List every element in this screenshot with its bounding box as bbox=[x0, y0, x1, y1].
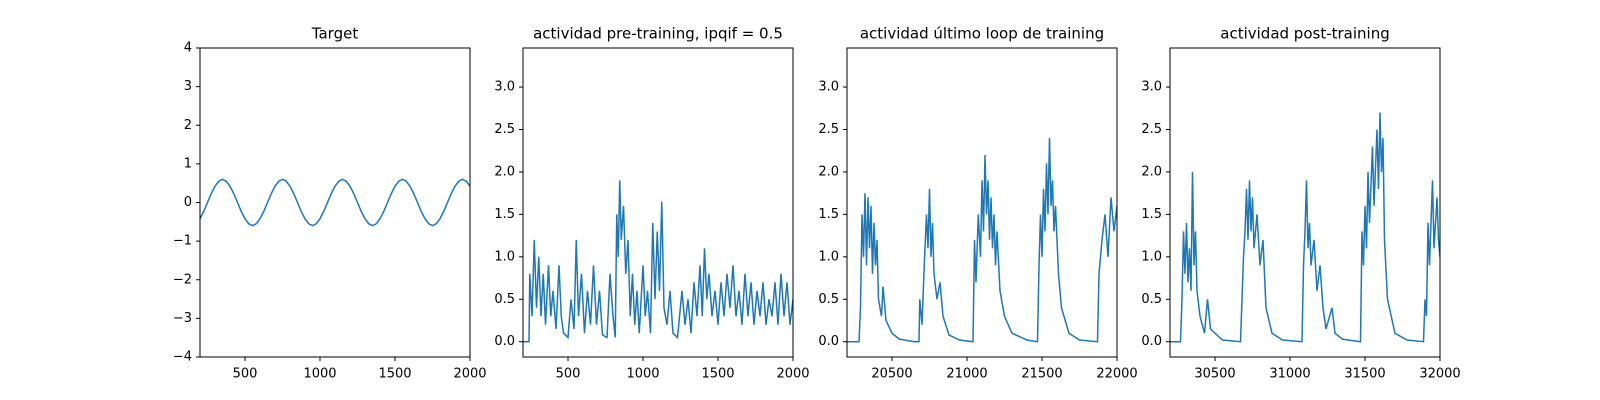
x-tick-label: 31500 bbox=[1344, 367, 1385, 382]
y-tick-label: −2 bbox=[173, 272, 192, 287]
x-tick-label: 20500 bbox=[871, 367, 912, 382]
y-tick-label: 2.0 bbox=[1141, 164, 1162, 179]
x-tick-label: 1500 bbox=[378, 367, 411, 382]
y-tick-label: 1.0 bbox=[494, 249, 515, 264]
y-tick-label: 1.5 bbox=[818, 207, 839, 222]
y-tick-label: 0.5 bbox=[1141, 292, 1162, 307]
data-line bbox=[523, 180, 793, 343]
y-tick-label: 2.5 bbox=[1141, 122, 1162, 137]
x-tick-label: 22000 bbox=[1096, 367, 1137, 382]
y-tick-label: 4 bbox=[184, 41, 192, 56]
y-tick-label: 1.5 bbox=[494, 207, 515, 222]
y-tick-label: 3.0 bbox=[1141, 80, 1162, 95]
y-tick-label: 1 bbox=[184, 156, 192, 171]
chart-title: actividad pre-training, ipqif = 0.5 bbox=[533, 25, 783, 43]
data-line bbox=[200, 178, 470, 227]
y-tick-label: 3.0 bbox=[494, 80, 515, 95]
x-tick-label: 1000 bbox=[303, 367, 336, 382]
data-line bbox=[847, 137, 1117, 343]
chart-title: actividad último loop de training bbox=[860, 25, 1104, 43]
x-tick-label: 2000 bbox=[453, 367, 486, 382]
y-tick-label: 0.0 bbox=[1141, 334, 1162, 349]
axes-frame bbox=[1169, 47, 1441, 358]
y-tick-label: 2.0 bbox=[818, 164, 839, 179]
y-tick-label: 0.0 bbox=[818, 334, 839, 349]
chart-title: Target bbox=[311, 25, 359, 43]
y-tick-label: 1.5 bbox=[1141, 207, 1162, 222]
y-tick-label: −3 bbox=[173, 311, 192, 326]
x-tick-label: 500 bbox=[233, 367, 258, 382]
chart-title: actividad post-training bbox=[1220, 25, 1389, 43]
x-tick-label: 21500 bbox=[1021, 367, 1062, 382]
x-tick-label: 1500 bbox=[701, 367, 734, 382]
y-tick-label: 2.5 bbox=[818, 122, 839, 137]
y-tick-label: −1 bbox=[173, 234, 192, 249]
y-tick-label: 2 bbox=[184, 118, 192, 133]
x-tick-label: 21000 bbox=[946, 367, 987, 382]
axes-frame bbox=[846, 47, 1118, 358]
y-tick-label: −4 bbox=[173, 350, 192, 365]
y-tick-label: 0.5 bbox=[818, 292, 839, 307]
y-tick-label: 0.0 bbox=[494, 334, 515, 349]
y-tick-label: 0 bbox=[184, 195, 192, 210]
x-tick-label: 500 bbox=[556, 367, 581, 382]
x-tick-label: 31000 bbox=[1269, 367, 1310, 382]
data-line bbox=[1170, 112, 1440, 343]
x-tick-label: 1000 bbox=[626, 367, 659, 382]
x-tick-label: 2000 bbox=[776, 367, 809, 382]
axes-frame bbox=[522, 47, 794, 358]
x-tick-label: 30500 bbox=[1194, 367, 1235, 382]
y-tick-label: 0.5 bbox=[494, 292, 515, 307]
y-tick-label: 3.0 bbox=[818, 80, 839, 95]
y-tick-label: 1.0 bbox=[1141, 249, 1162, 264]
y-tick-label: 3 bbox=[184, 79, 192, 94]
y-tick-label: 2.0 bbox=[494, 164, 515, 179]
x-tick-label: 32000 bbox=[1419, 367, 1460, 382]
y-tick-label: 1.0 bbox=[818, 249, 839, 264]
axes-frame bbox=[199, 47, 471, 358]
y-tick-label: 2.5 bbox=[494, 122, 515, 137]
